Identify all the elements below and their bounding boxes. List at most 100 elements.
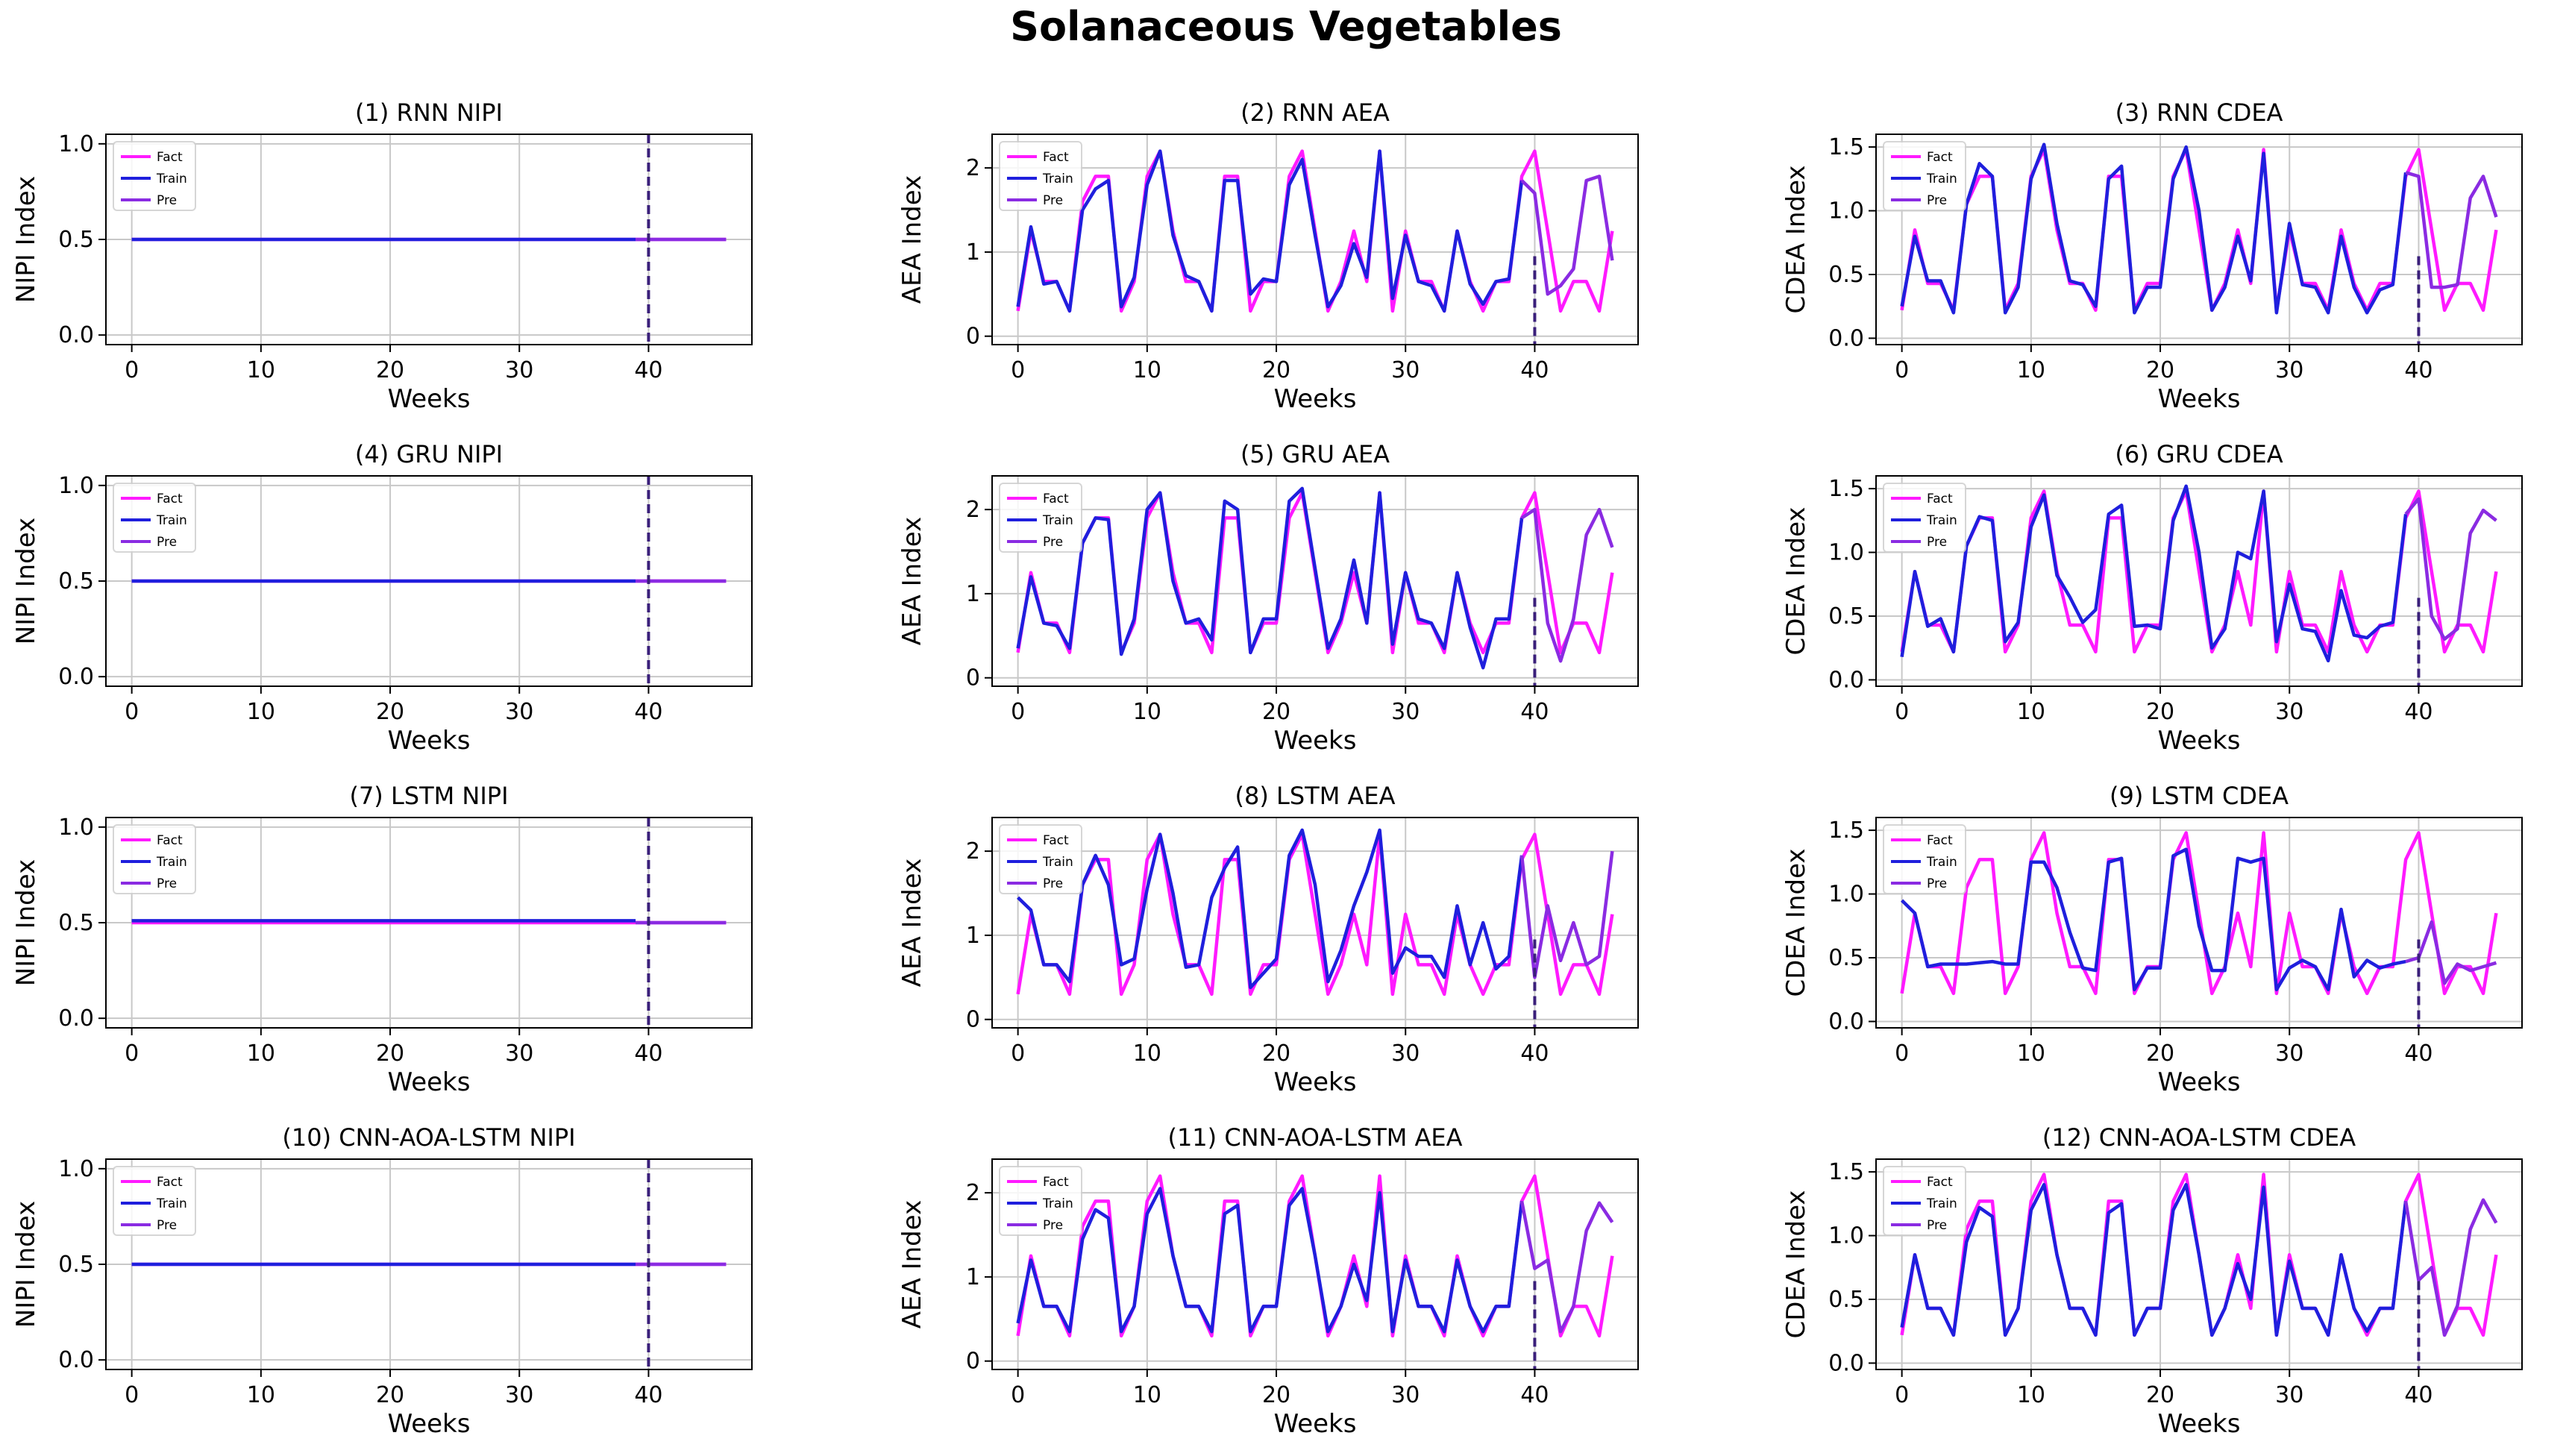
series-line-pre — [1519, 1200, 1614, 1334]
x-tick-label: 20 — [1262, 699, 1290, 725]
x-tick-label: 20 — [2146, 1382, 2174, 1408]
legend-label-train: Train — [1042, 513, 1073, 528]
series-line-train — [1016, 1187, 1524, 1334]
y-tick-label: 0.5 — [58, 910, 94, 936]
legend-label-train: Train — [156, 855, 187, 870]
subplot-6: 0 10 20 30 40 0.0 0.5 1.0 1.5 (6) GRU CDEA Weeks CD… — [1781, 440, 2523, 756]
y-tick-label: 0.5 — [1828, 945, 1864, 971]
series-line-pre — [2404, 497, 2497, 641]
y-axis-label: NIPI Index — [11, 859, 41, 986]
x-axis-label: Weeks — [2158, 726, 2241, 756]
x-tick-label: 0 — [1895, 1382, 1909, 1408]
subplot-title: (4) GRU NIPI — [355, 440, 503, 468]
figure-title: Solanaceous Vegetables — [1010, 3, 1562, 50]
x-tick-label: 20 — [1262, 357, 1290, 383]
legend: Fact Train Pre — [1883, 1166, 1966, 1236]
y-tick-label: 0 — [966, 1007, 980, 1033]
x-tick-label: 20 — [2146, 699, 2174, 725]
x-tick-label: 10 — [247, 1041, 275, 1067]
y-tick-label: 0.5 — [1828, 603, 1864, 630]
legend: Fact Train Pre — [113, 824, 196, 894]
x-tick-label: 40 — [634, 1382, 662, 1408]
y-tick-label: 0.5 — [58, 227, 94, 253]
y-tick-label: 0.0 — [1828, 1350, 1864, 1376]
series-line-pre — [1520, 507, 1614, 663]
y-tick-label: 1 — [966, 581, 980, 607]
y-tick-label: 1.0 — [58, 131, 94, 157]
legend-label-pre: Pre — [157, 1218, 177, 1233]
legend: Fact Train Pre — [999, 483, 1082, 553]
legend: Fact Train Pre — [1883, 824, 1966, 894]
x-tick-label: 20 — [376, 1041, 404, 1067]
x-tick-label: 40 — [634, 357, 662, 383]
x-tick-label: 10 — [1133, 1382, 1161, 1408]
x-tick-label: 30 — [1391, 1382, 1420, 1408]
x-tick-label: 0 — [125, 357, 139, 383]
legend-label-pre: Pre — [1927, 535, 1947, 550]
series-line-fact — [1900, 831, 2498, 996]
y-tick-label: 0.5 — [58, 1252, 94, 1278]
x-axis-label: Weeks — [388, 384, 471, 414]
y-tick-label: 0.0 — [1828, 667, 1864, 693]
subplot-3: 0 10 20 30 40 0.0 0.5 1.0 1.5 (3) RNN CDEA Weeks CD… — [1781, 98, 2523, 414]
legend-box — [1883, 141, 1966, 211]
x-tick-label: 40 — [1520, 1382, 1549, 1408]
subplot-title: (2) RNN AEA — [1240, 98, 1390, 127]
y-tick-label: 0 — [966, 1349, 980, 1375]
x-tick-label: 30 — [2275, 357, 2303, 383]
x-axis-label: Weeks — [388, 726, 471, 756]
series-line-train — [1017, 828, 1524, 990]
legend-label-pre: Pre — [1927, 876, 1947, 891]
legend-label-fact: Fact — [157, 150, 183, 165]
x-axis-label: Weeks — [1274, 384, 1357, 414]
x-tick-label: 20 — [1262, 1382, 1290, 1408]
subplot-title: (8) LSTM AEA — [1235, 782, 1396, 810]
subplot-title: (12) CNN-AOA-LSTM CDEA — [2042, 1123, 2356, 1152]
series-line-train — [1016, 149, 1524, 313]
y-tick-label: 1.0 — [1828, 882, 1864, 908]
y-tick-label: 0 — [966, 665, 980, 691]
y-tick-label: 1.5 — [1828, 134, 1864, 160]
series-line-train — [1900, 142, 2408, 315]
legend-label-pre: Pre — [1927, 193, 1947, 208]
series-line-pre — [1520, 175, 1614, 296]
y-tick-label: 2 — [966, 1180, 980, 1206]
legend-label-pre: Pre — [157, 535, 177, 550]
y-tick-label: 1.5 — [1828, 476, 1864, 502]
y-tick-label: 0 — [966, 324, 980, 350]
subplot-5: 0 10 20 30 40 0 1 2 (5) GRU AEA Weeks AEA Index Fac… — [897, 440, 1639, 756]
series-line-train — [1900, 1182, 2408, 1337]
legend-label-pre: Pre — [1043, 535, 1063, 550]
x-tick-label: 20 — [376, 357, 404, 383]
y-tick-label: 2 — [966, 838, 980, 865]
x-tick-label: 30 — [505, 699, 533, 725]
legend-label-pre: Pre — [157, 876, 177, 891]
legend-label-fact: Fact — [1927, 833, 1953, 848]
x-tick-label: 40 — [2404, 699, 2433, 725]
y-tick-label: 0.0 — [58, 1005, 94, 1032]
legend: Fact Train Pre — [999, 1166, 1082, 1236]
series-line-train — [1016, 486, 1524, 670]
x-tick-label: 10 — [247, 699, 275, 725]
legend-label-train: Train — [1926, 513, 1957, 528]
y-tick-label: 0.5 — [1828, 262, 1864, 288]
x-tick-label: 0 — [125, 1041, 139, 1067]
y-axis-label: AEA Index — [897, 175, 927, 304]
y-tick-label: 1.0 — [58, 1156, 94, 1182]
x-tick-label: 0 — [1895, 1041, 1909, 1067]
x-tick-label: 10 — [247, 357, 275, 383]
legend-label-train: Train — [1926, 1196, 1957, 1211]
x-tick-label: 10 — [1133, 1041, 1161, 1067]
subplot-title: (5) GRU AEA — [1240, 440, 1390, 468]
subplot-title: (10) CNN-AOA-LSTM NIPI — [282, 1123, 575, 1152]
legend-label-pre: Pre — [1043, 193, 1063, 208]
subplot-title: (11) CNN-AOA-LSTM AEA — [1167, 1123, 1462, 1152]
y-tick-label: 1.5 — [1828, 818, 1864, 844]
subplot-10: 0 10 20 30 40 0.0 0.5 1.0 (10) CNN-AOA-LSTM NIPI… — [11, 1123, 753, 1439]
x-tick-label: 10 — [2017, 1041, 2045, 1067]
x-tick-label: 20 — [2146, 1041, 2174, 1067]
subplot-2: 0 10 20 30 40 0 1 2 (2) RNN AEA Weeks AEA Index Fac… — [897, 98, 1639, 414]
y-tick-label: 1.0 — [1828, 198, 1864, 225]
x-axis-label: Weeks — [1274, 1409, 1357, 1439]
y-tick-label: 1 — [966, 1264, 980, 1290]
